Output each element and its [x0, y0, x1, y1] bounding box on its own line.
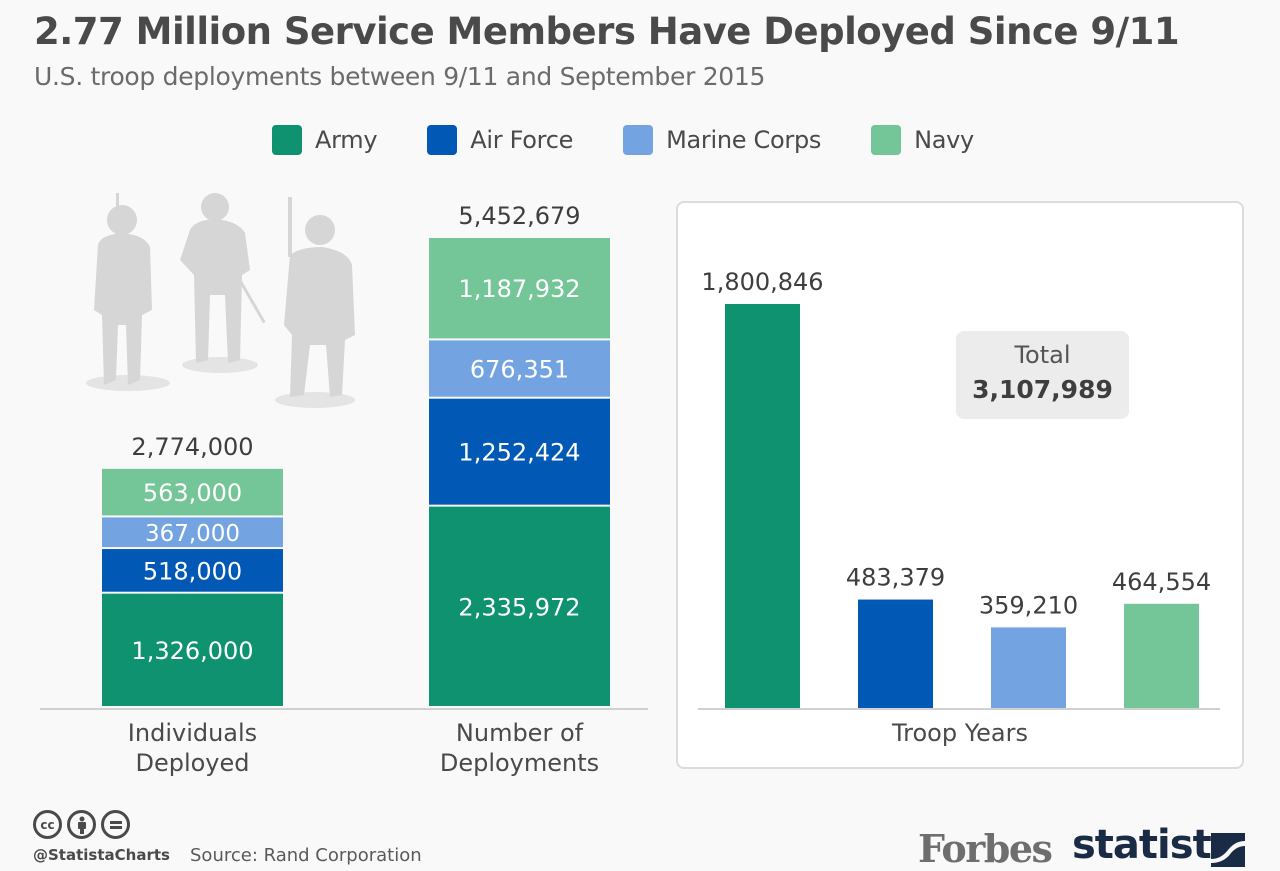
value-label: 483,379 — [846, 564, 945, 592]
bar-army — [725, 304, 800, 708]
legend-item-navy: Navy — [871, 125, 974, 155]
bar-marine-corps — [991, 627, 1066, 708]
total-value: 3,107,989 — [972, 375, 1113, 404]
chart-subtitle: U.S. troop deployments between 9/11 and … — [34, 62, 766, 91]
data-label: 518,000 — [143, 557, 242, 585]
category-label: Number of — [456, 719, 584, 747]
forbes-logo: Forbes — [918, 826, 1053, 871]
soldier-silhouettes-icon — [86, 193, 355, 408]
statista-handle: @StatistaCharts — [33, 846, 170, 864]
bar-segment-navy — [429, 238, 610, 339]
legend-item-army: Army — [272, 125, 378, 155]
legend-swatch — [272, 125, 302, 155]
statista-logo: statista — [1072, 822, 1238, 868]
legend-item-marine-corps: Marine Corps — [623, 125, 821, 155]
bar-segment-marine-corps — [102, 517, 283, 548]
category-label: Individuals — [128, 719, 257, 747]
bar-navy — [1124, 603, 1199, 708]
license-icons: cc — [33, 810, 130, 839]
bar-air-force — [858, 599, 933, 708]
total-label: 2,774,000 — [131, 433, 253, 461]
data-label: 1,252,424 — [458, 439, 580, 467]
data-label: 367,000 — [145, 521, 240, 547]
legend-swatch — [623, 125, 654, 155]
statista-logo-icon — [1211, 833, 1245, 867]
data-label: 2,335,972 — [458, 593, 580, 621]
legend-item-air-force: Air Force — [427, 125, 573, 155]
legend-swatch — [427, 125, 458, 155]
total-annotation: Total 3,107,989 — [956, 331, 1129, 419]
data-label: 1,326,000 — [131, 637, 253, 665]
data-label: 1,187,932 — [458, 275, 580, 303]
chart-title: 2.77 Million Service Members Have Deploy… — [34, 10, 1180, 53]
attribution-icon — [67, 810, 96, 839]
data-label: 563,000 — [143, 479, 242, 507]
legend-swatch — [871, 125, 902, 155]
value-label: 464,554 — [1112, 568, 1211, 596]
x-axis-label: Troop Years — [891, 719, 1028, 747]
bar-segment-army — [102, 593, 283, 706]
total-label: 5,452,679 — [458, 202, 580, 230]
legend-label: Navy — [914, 126, 974, 154]
value-label: 1,800,846 — [701, 268, 823, 296]
creative-commons-icon: cc — [33, 810, 62, 839]
bar-segment-air-force — [429, 398, 610, 505]
value-label: 359,210 — [979, 591, 1078, 619]
category-label: Deployments — [440, 749, 599, 777]
legend: Army Air Force Marine Corps Navy — [272, 122, 1024, 158]
legend-label: Air Force — [470, 126, 574, 154]
bar-segment-marine-corps — [429, 340, 610, 397]
legend-label: Marine Corps — [666, 126, 822, 154]
bar-segment-air-force — [102, 549, 283, 592]
legend-label: Army — [315, 126, 378, 154]
source-text: Source: Rand Corporation — [190, 845, 422, 866]
bar-segment-army — [429, 506, 610, 706]
total-label: Total — [1014, 341, 1071, 369]
category-label: Deployed — [135, 749, 249, 777]
data-label: 676,351 — [470, 356, 569, 384]
bar-segment-navy — [102, 468, 283, 516]
no-derivatives-icon — [101, 810, 130, 839]
